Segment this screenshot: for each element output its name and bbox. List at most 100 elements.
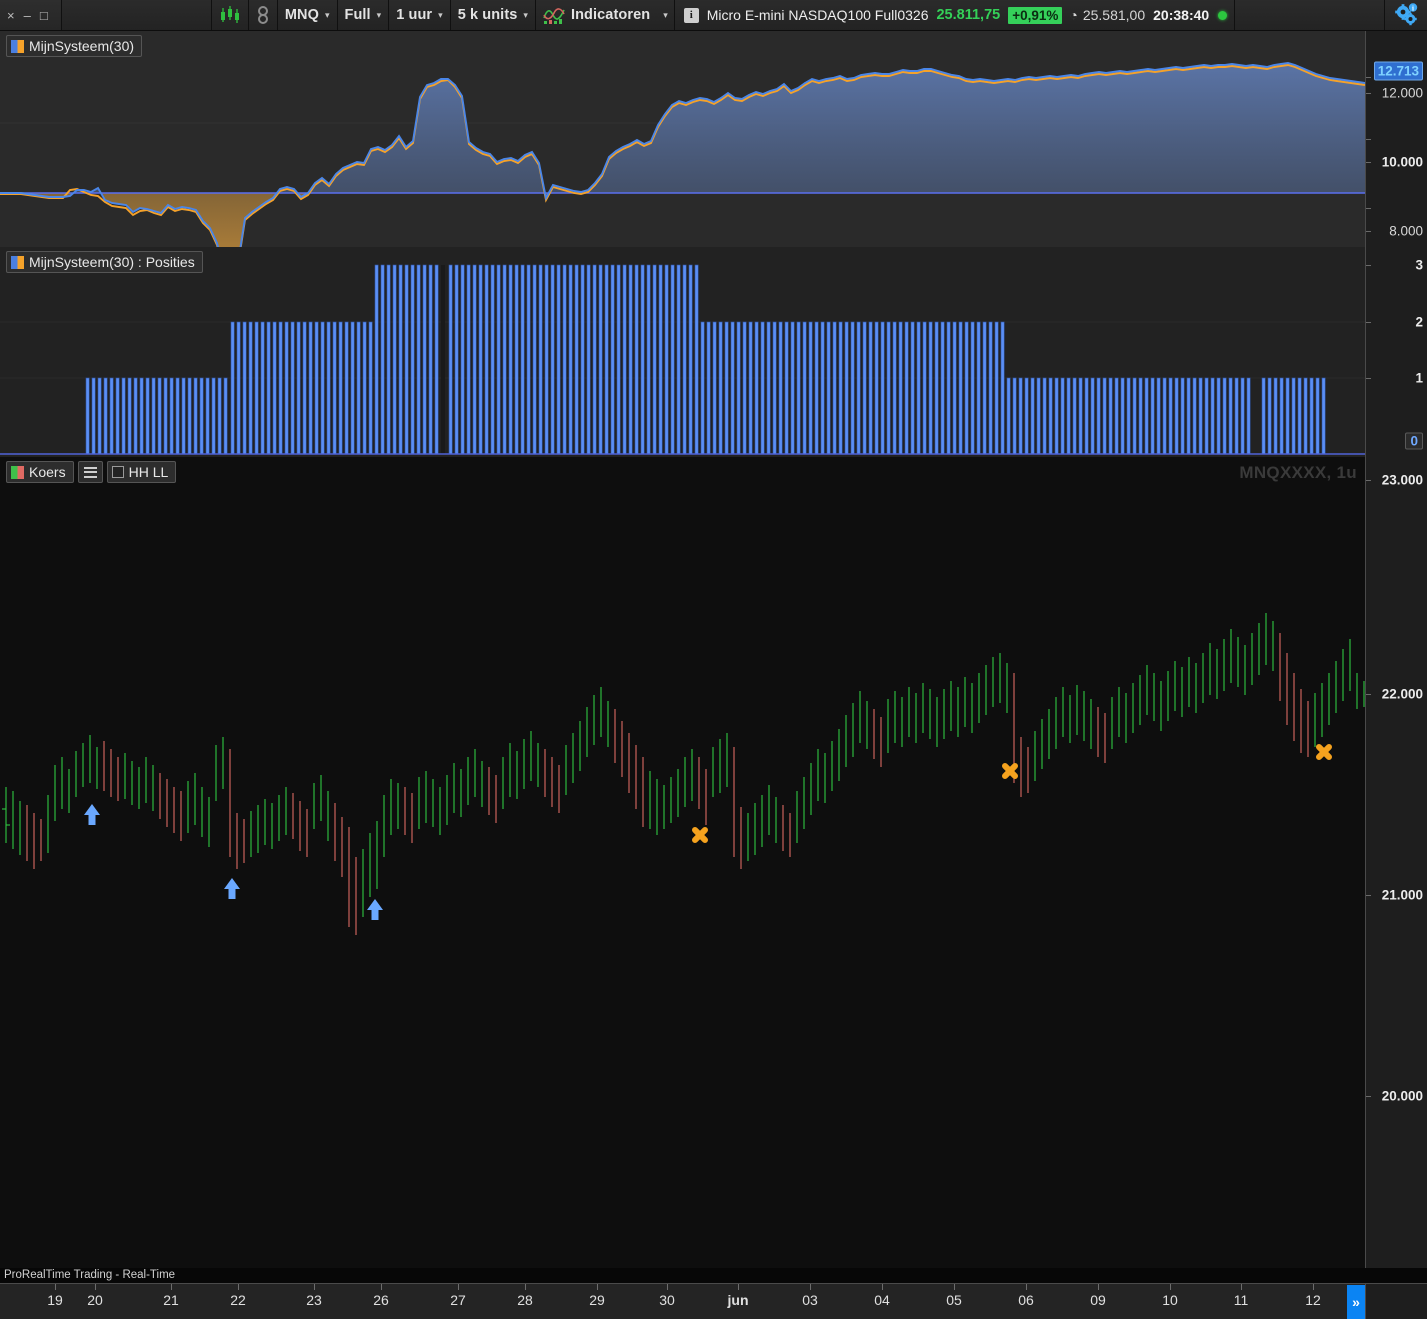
positions-axis-tick-3: 3 — [1415, 257, 1423, 273]
instrument-selector[interactable]: MNQ ▾ — [278, 0, 338, 30]
equity-axis-tick-8000: 8.000 — [1389, 223, 1423, 239]
indicators-label: Indicatoren — [570, 7, 651, 23]
positions-panel: MijnSysteem(30) : Posities 3 2 1 0 — [0, 247, 1427, 457]
quote-time: 20:38:40 — [1153, 7, 1210, 23]
gears-icon: i — [1393, 3, 1419, 27]
equity-panel-tag[interactable]: MijnSysteem(30) — [6, 35, 143, 57]
equity-price-axis[interactable]: 12.713 12.000 10.000 8.000 — [1365, 31, 1427, 247]
info-icon: i — [683, 7, 699, 23]
time-label: 30 — [659, 1292, 675, 1308]
exit-cross-icon — [1002, 763, 1018, 779]
time-label: 06 — [1018, 1292, 1034, 1308]
minimize-window-icon[interactable]: – — [23, 7, 31, 23]
instrument-label: MNQ — [284, 7, 319, 23]
chevron-down-icon: ▾ — [663, 9, 668, 20]
equity-panel-title: MijnSysteem(30) — [29, 38, 135, 54]
hhll-label: HH LL — [128, 464, 169, 480]
session-selector[interactable]: Full ▾ — [338, 0, 390, 30]
clock-icon: ◔ — [1069, 7, 1078, 23]
time-axis[interactable]: 19 20 21 22 23 26 27 28 29 30 jun 03 04 … — [0, 1283, 1427, 1319]
svg-text:i: i — [1412, 4, 1414, 12]
hhll-toggle[interactable]: HH LL — [106, 461, 177, 483]
exit-cross-icon — [1316, 744, 1332, 760]
buy-arrow-icon — [367, 899, 383, 920]
live-status-indicator — [1218, 10, 1228, 20]
instrument-info-bar[interactable]: i Micro E-mini NASDAQ100 Full0326 25.811… — [675, 0, 1236, 30]
checkbox-icon[interactable] — [111, 466, 124, 478]
units-label: 5 k units — [457, 7, 518, 23]
indicators-dropdown-button[interactable]: ▾ — [657, 0, 675, 30]
units-selector[interactable]: 5 k units ▾ — [451, 0, 536, 30]
candles — [2, 613, 1365, 935]
price-panel-tag[interactable]: Koers — [6, 461, 74, 483]
time-label-month: jun — [727, 1292, 749, 1308]
session-label: Full — [344, 7, 371, 23]
price-panel-title: Koers — [29, 464, 66, 480]
chart-settings-button[interactable]: i — [1385, 0, 1427, 30]
chevron-down-icon: ▾ — [438, 9, 443, 20]
positions-histogram-chart — [0, 247, 1365, 457]
equity-axis-tick-10000: 10.000 — [1381, 154, 1423, 170]
price-panel: Koers HH LL MNQXXXX, 1u 23.000 22.000 21… — [0, 457, 1427, 1303]
indicator-curve-icon — [543, 5, 565, 25]
price-panel-tags: Koers HH LL — [6, 461, 177, 483]
close-window-icon[interactable]: × — [7, 7, 15, 23]
link-charts-button[interactable] — [249, 0, 278, 30]
time-label: 27 — [450, 1292, 466, 1308]
toolbar-gap-right — [1235, 0, 1386, 30]
scroll-forward-button[interactable]: » — [1347, 1285, 1365, 1319]
time-label: 19 — [47, 1292, 63, 1308]
time-label: 26 — [373, 1292, 389, 1308]
axis-corner — [1365, 1283, 1427, 1319]
link-icon — [256, 5, 270, 25]
time-label: 11 — [1233, 1292, 1249, 1308]
equity-plot-area[interactable]: MijnSysteem(30) — [0, 31, 1365, 247]
time-label: 22 — [230, 1292, 246, 1308]
indicators-button[interactable]: Indicatoren — [536, 0, 657, 30]
list-icon — [83, 466, 97, 478]
instrument-full-name: Micro E-mini NASDAQ100 Full0326 — [706, 7, 929, 23]
time-label: 12 — [1305, 1292, 1321, 1308]
equity-axis-tick-12000: 12.000 — [1381, 85, 1423, 101]
time-label: 28 — [517, 1292, 533, 1308]
chart-watermark: MNQXXXX, 1u — [1239, 463, 1357, 482]
equity-panel: MijnSysteem(30) 12.713 12.000 10.000 8.0… — [0, 31, 1427, 247]
timeframe-selector[interactable]: 1 uur ▾ — [389, 0, 451, 30]
maximize-window-icon[interactable]: □ — [39, 7, 48, 23]
time-label: 23 — [306, 1292, 322, 1308]
time-label: 09 — [1090, 1292, 1106, 1308]
price-plot-area[interactable]: Koers HH LL MNQXXXX, 1u — [0, 457, 1365, 1268]
chevron-down-icon: ▾ — [523, 9, 528, 20]
main-toolbar: × – □ — [0, 0, 1427, 31]
chart-type-candlestick-button[interactable] — [212, 0, 249, 30]
previous-close: 25.581,00 — [1082, 7, 1146, 23]
exit-markers — [692, 744, 1332, 843]
time-label: 29 — [589, 1292, 605, 1308]
positions-plot-area[interactable]: MijnSysteem(30) : Posities — [0, 247, 1365, 457]
price-panel-list-button[interactable] — [77, 461, 103, 483]
candlestick-icon — [219, 5, 241, 25]
chevron-down-icon: ▾ — [376, 9, 382, 20]
timeframe-label: 1 uur — [396, 7, 433, 23]
time-label: 20 — [87, 1292, 103, 1308]
time-label: 21 — [163, 1292, 179, 1308]
change-percent-badge: +0,91% — [1008, 6, 1063, 24]
positions-axis[interactable]: 3 2 1 0 — [1365, 247, 1427, 457]
positions-axis-tick-2: 2 — [1415, 314, 1423, 330]
positions-axis-tick-0: 0 — [1405, 432, 1423, 450]
buy-arrow-icon — [224, 878, 240, 899]
price-axis[interactable]: 23.000 22.000 21.000 20.000 19.000 — [1365, 457, 1427, 1303]
buy-markers — [84, 804, 383, 920]
color-swatch-icon — [11, 39, 24, 53]
color-swatch-icon — [11, 465, 24, 479]
positions-panel-tag[interactable]: MijnSysteem(30) : Posities — [6, 251, 203, 273]
positions-axis-tick-1: 1 — [1415, 370, 1423, 386]
toolbar-gap-left — [62, 0, 212, 30]
positions-panel-title: MijnSysteem(30) : Posities — [29, 254, 195, 270]
exit-cross-icon — [692, 827, 708, 843]
price-axis-tick-21000: 21.000 — [1381, 887, 1423, 903]
price-axis-tick-23000: 23.000 — [1381, 472, 1423, 488]
price-axis-tick-22000: 22.000 — [1381, 686, 1423, 702]
time-label: 10 — [1162, 1292, 1178, 1308]
